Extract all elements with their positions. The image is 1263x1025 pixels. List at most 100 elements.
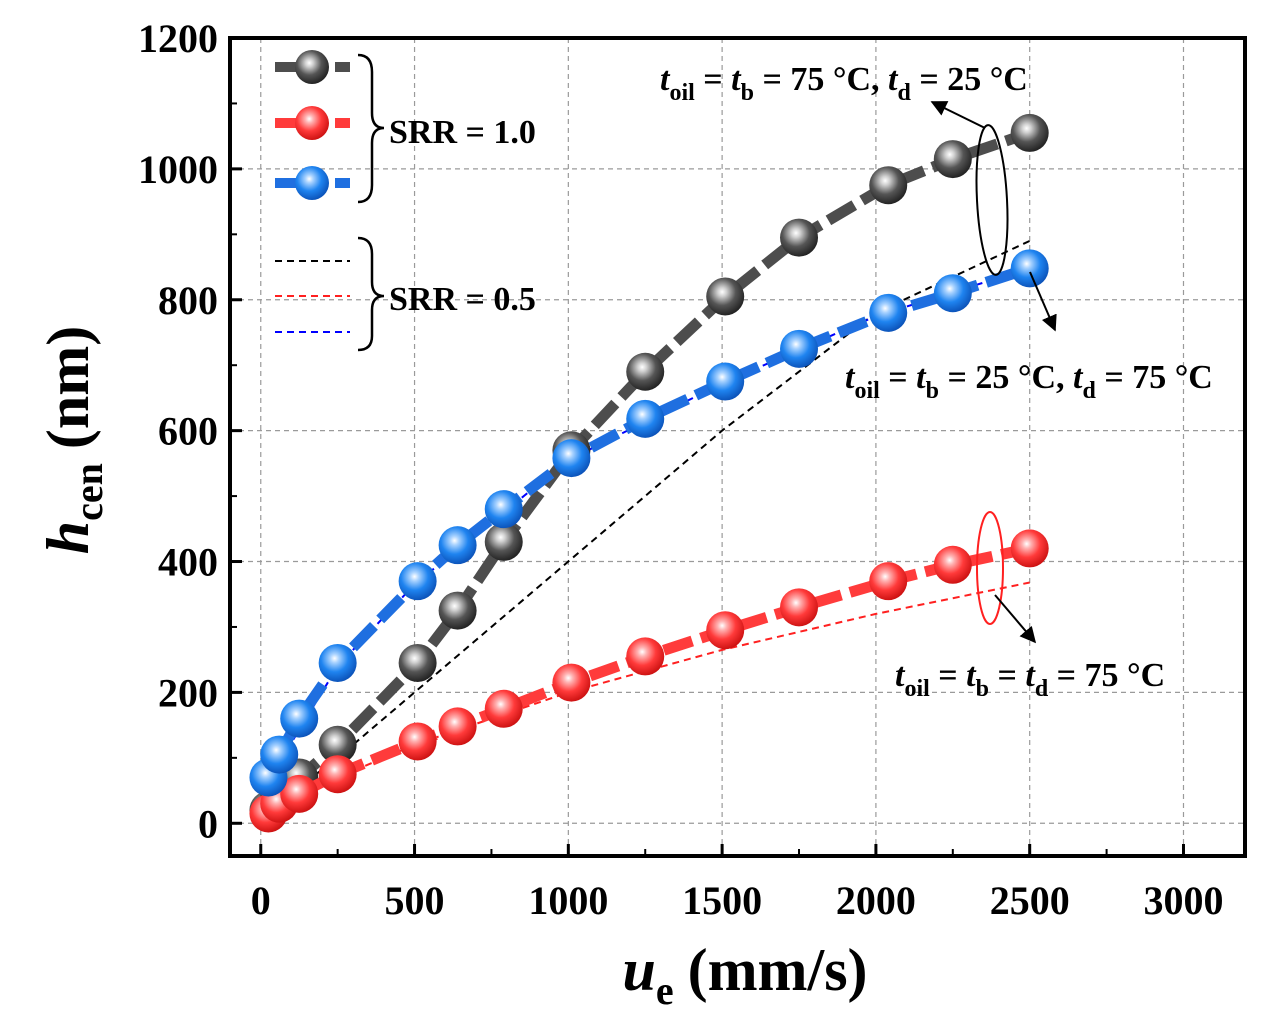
annotation-part: t <box>845 359 856 396</box>
annotation-part: t <box>888 61 899 98</box>
data-point <box>484 522 523 561</box>
x-tick-label: 0 <box>251 878 271 923</box>
annotation-part: b <box>741 80 754 106</box>
annotation-marks <box>930 101 1057 644</box>
data-point <box>780 329 819 368</box>
legend: SRR = 1.0 SRR = 0.5 <box>275 50 536 352</box>
x-tick-label: 500 <box>385 878 445 923</box>
y-tick-label: 1000 <box>138 147 218 192</box>
x-axis-symbol: u <box>622 937 655 1003</box>
data-point <box>1010 249 1049 288</box>
y-tick-label: 400 <box>158 540 218 585</box>
data-point <box>398 562 437 601</box>
annotation-part: = 75 °C <box>1096 359 1213 396</box>
annotation-part: d <box>1035 676 1049 702</box>
x-axis-title: ue (mm/s) <box>622 937 867 1013</box>
annotation-part: = <box>695 61 731 98</box>
data-point <box>438 526 477 565</box>
annotation-part: oil <box>854 378 880 404</box>
annotation-all-hot: toil = tb = td = 75 °C <box>895 657 1165 702</box>
x-tick-label: 2000 <box>836 878 916 923</box>
arrow-ann1 <box>930 101 986 129</box>
annotation-part: = 75 °C, <box>754 61 888 98</box>
data-point <box>626 352 665 391</box>
legend-marker-blue <box>295 166 329 200</box>
series-line-srr10 <box>263 263 1032 780</box>
y-tick-label: 200 <box>158 670 218 715</box>
data-point <box>626 399 665 438</box>
legend-brace-2 <box>357 236 385 352</box>
legend-brace-1 <box>357 53 385 204</box>
data-point <box>280 699 319 738</box>
data-point <box>706 611 745 650</box>
series-line-srr10 <box>263 127 1032 814</box>
annotation-part: d <box>897 80 911 106</box>
annotation-part: oil <box>669 80 695 106</box>
annotation-part: oil <box>904 676 930 702</box>
annotation-part: = <box>989 657 1025 694</box>
x-tick-label: 3000 <box>1143 878 1223 923</box>
x-tick-label: 1500 <box>682 878 762 923</box>
arrow-ann2 <box>1029 271 1057 332</box>
y-tick-label: 1200 <box>138 16 218 61</box>
data-point <box>260 735 299 774</box>
data-point <box>318 643 357 682</box>
annotation-cold-oil-hot-disc: toil = tb = 25 °C, td = 75 °C <box>845 359 1213 404</box>
legend-marker-red <box>295 106 329 140</box>
legend-group-label-2: SRR = 0.5 <box>389 281 536 318</box>
annotation-part: t <box>660 61 671 98</box>
series-line-srr05 <box>267 239 1031 811</box>
data-point <box>933 140 972 179</box>
annotation-part: t <box>895 657 906 694</box>
data-point <box>484 689 523 728</box>
grid <box>230 37 1245 856</box>
annotation-part: d <box>1082 378 1096 404</box>
data-point <box>780 588 819 627</box>
x-axis-subscript: e <box>656 968 674 1013</box>
axis-ticks: 0 500 1000 1500 2000 2500 3000 0 200 400 600 800 100… <box>138 16 1223 923</box>
data-point <box>869 293 908 332</box>
data-point <box>438 707 477 746</box>
data-point <box>933 545 972 584</box>
y-tick-label: 600 <box>158 409 218 454</box>
annotation-part: t <box>1025 657 1036 694</box>
data-point <box>318 755 357 794</box>
data-point <box>484 490 523 529</box>
data-point <box>1010 113 1049 152</box>
annotation-part: t <box>731 61 742 98</box>
y-tick-label: 800 <box>158 278 218 323</box>
data-point <box>318 725 357 764</box>
annotation-part: = <box>880 359 916 396</box>
x-tick-label: 1000 <box>528 878 608 923</box>
x-tick-label: 2500 <box>990 878 1070 923</box>
annotation-hot-oil-cold-disc: toil = tb = 75 °C, td = 25 °C <box>660 61 1028 106</box>
data-point <box>869 562 908 601</box>
y-axis-subscript: cen <box>66 463 111 521</box>
arrow-ann3 <box>994 594 1037 644</box>
y-axis-title: hcen (nm) <box>35 326 111 554</box>
annotation-part: b <box>976 676 989 702</box>
plot-frame <box>228 36 1247 858</box>
legend-group-label-1: SRR = 1.0 <box>389 114 536 151</box>
data-point <box>933 274 972 313</box>
y-axis-unit: (nm) <box>35 326 101 449</box>
data-point <box>780 218 819 257</box>
annotation-part: t <box>916 359 927 396</box>
annotation-part: b <box>926 378 939 404</box>
data-point <box>1010 529 1049 568</box>
y-axis-symbol: h <box>35 521 101 554</box>
data-point <box>398 643 437 682</box>
series-layer <box>249 113 1049 833</box>
data-point <box>398 722 437 761</box>
data-point <box>626 637 665 676</box>
data-point <box>706 362 745 401</box>
x-axis-unit: (mm/s) <box>688 937 868 1003</box>
data-point <box>552 663 591 702</box>
annotation-part: = 25 °C <box>911 61 1028 98</box>
annotation-part: t <box>1073 359 1084 396</box>
data-point <box>552 439 591 478</box>
legend-marker-gray <box>295 50 329 84</box>
ellipse-red <box>976 511 1004 625</box>
data-point <box>280 774 319 813</box>
